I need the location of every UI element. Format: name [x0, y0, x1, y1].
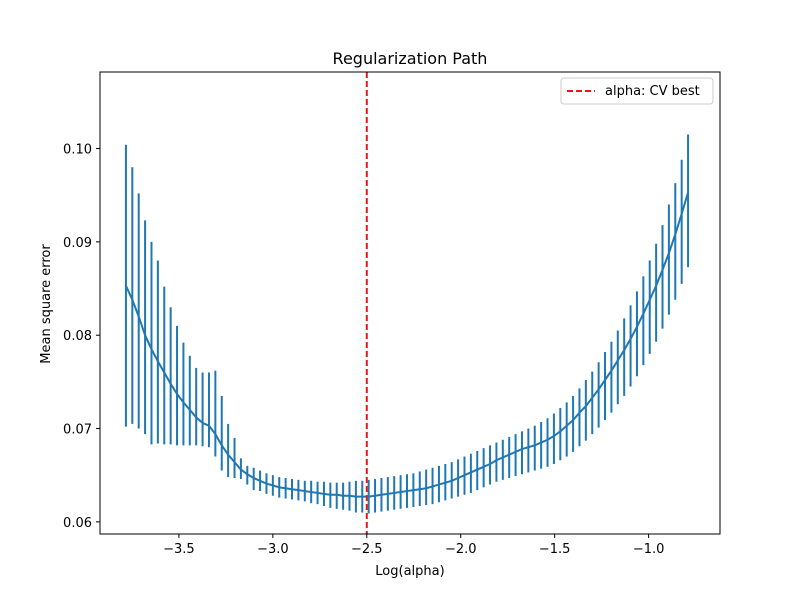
x-tick-label: −1.0	[633, 542, 665, 557]
x-tick-label: −2.0	[445, 542, 477, 557]
y-tick-label: 0.08	[63, 329, 92, 344]
chart-title: Regularization Path	[333, 49, 488, 68]
x-tick-label: −3.0	[257, 542, 289, 557]
axes: −3.5 −3.0 −2.5 −2.0 −1.5 −1.0 0.06 0.07 0.08 0.09…	[63, 71, 721, 557]
x-tick-label: −3.5	[163, 542, 195, 557]
legend-frame	[560, 77, 714, 105]
x-tick-label: −2.5	[351, 542, 383, 557]
x-axis-label: Log(alpha)	[375, 564, 444, 579]
y-axis-label: Mean square error	[39, 244, 54, 364]
y-tick-label: 0.06	[63, 516, 92, 531]
y-tick-label: 0.09	[63, 236, 92, 251]
axes-frame	[99, 71, 721, 535]
legend: alpha: CV best	[560, 77, 714, 105]
legend-label-cv-best: alpha: CV best	[605, 84, 700, 99]
plot-area	[124, 72, 690, 534]
mean-mse-line	[125, 192, 690, 498]
x-tick-label: −1.5	[539, 542, 571, 557]
y-tick-label: 0.10	[63, 143, 92, 158]
y-tick-label: 0.07	[63, 423, 92, 438]
